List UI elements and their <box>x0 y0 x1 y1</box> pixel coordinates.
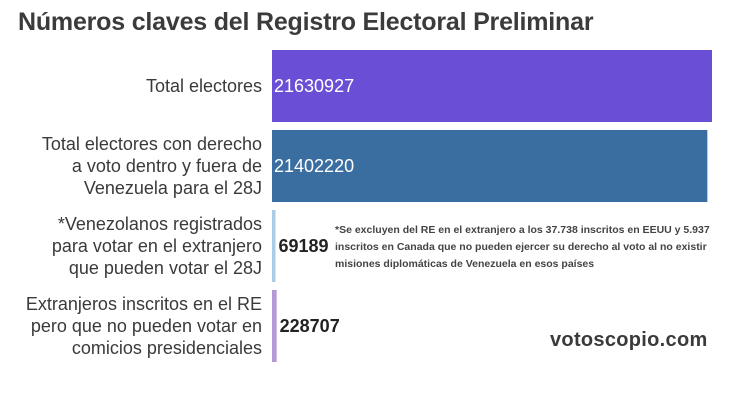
category-label-line: para votar en el extranjero <box>51 236 262 256</box>
bar-2 <box>272 130 708 202</box>
category-label-line: a voto dentro y fuera de <box>71 156 262 176</box>
chart-title: Números claves del Registro Electoral Pr… <box>18 8 594 36</box>
category-label-line: Total electores con derecho <box>41 134 262 154</box>
category-label-line: comicios presidenciales <box>71 338 262 358</box>
bar-3 <box>272 210 276 282</box>
category-label-line: Venezuela para el 28J <box>83 178 262 198</box>
category-label-line: Total electores <box>145 76 262 96</box>
category-label-line: *Venezolanos registrados <box>57 214 262 234</box>
value-label-4: 228707 <box>279 316 340 336</box>
category-label-line: Extranjeros inscritos en el RE <box>25 294 262 314</box>
category-label-4: Extranjeros inscritos en el RE pero que n… <box>0 293 262 359</box>
value-label-1: 21630927 <box>274 76 355 96</box>
bar-4 <box>272 290 277 362</box>
category-label-3: *Venezolanos registrados para votar en el… <box>0 213 262 279</box>
category-label-1: Total electores <box>0 75 262 97</box>
category-label-2: Total electores con derecho a voto dentro… <box>0 133 262 199</box>
bar-1 <box>272 50 712 122</box>
category-label-line: pero que no pueden votar en <box>30 316 262 336</box>
value-label-3: 69189 <box>278 236 329 256</box>
value-label-2: 21402220 <box>274 156 355 176</box>
source-watermark: votoscopio.com <box>550 329 708 351</box>
footnote-annotation: *Se excluyen del RE en el extranjero a l… <box>335 224 710 270</box>
category-label-line: que pueden votar el 28J <box>68 258 262 278</box>
